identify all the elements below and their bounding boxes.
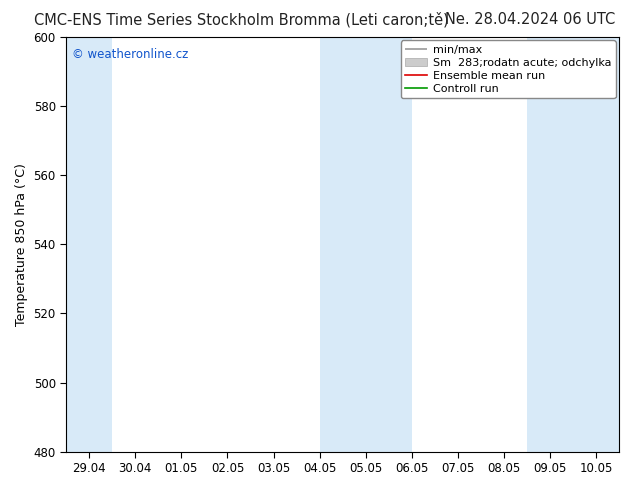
Bar <box>527 37 619 452</box>
Text: © weatheronline.cz: © weatheronline.cz <box>72 48 188 60</box>
Legend: min/max, Sm  283;rodatn acute; odchylka, Ensemble mean run, Controll run: min/max, Sm 283;rodatn acute; odchylka, … <box>401 41 616 98</box>
Text: Ne. 28.04.2024 06 UTC: Ne. 28.04.2024 06 UTC <box>444 12 615 27</box>
Y-axis label: Temperature 850 hPa (°C): Temperature 850 hPa (°C) <box>15 163 28 326</box>
Text: CMC-ENS Time Series Stockholm Bromma (Leti caron;tě): CMC-ENS Time Series Stockholm Bromma (Le… <box>34 12 448 28</box>
Bar <box>66 37 112 452</box>
Bar <box>320 37 411 452</box>
